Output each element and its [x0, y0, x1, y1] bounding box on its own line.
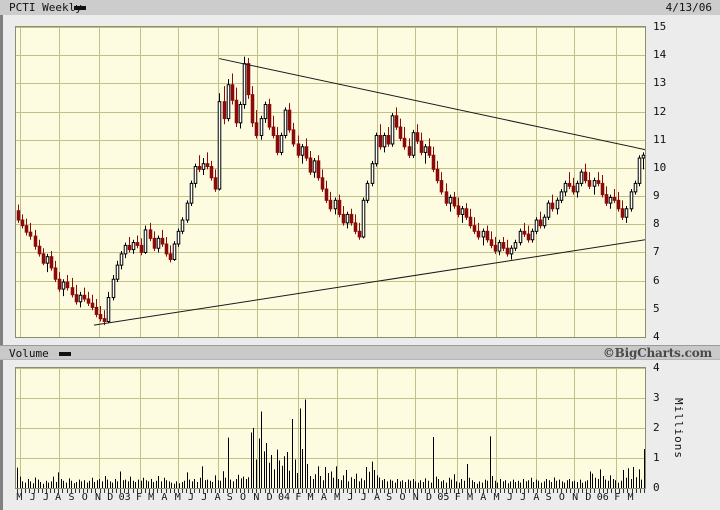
price-y-tick-4: 4 [653, 330, 660, 343]
price-y-tick-10: 10 [653, 160, 667, 174]
x-tick-label: D [107, 492, 114, 503]
x-tick-label: M [334, 492, 341, 503]
x-tick-label: A [161, 492, 168, 503]
x-tick-label: A [214, 492, 221, 503]
price-y-tick-7: 7 [653, 245, 660, 259]
price-y-tick-13: 13 [653, 76, 667, 90]
quote-date-label: 4/13/06 [665, 1, 712, 14]
x-tick-label: F [295, 492, 302, 503]
volume-plot-area[interactable] [15, 367, 646, 489]
x-tick-label: O [240, 492, 247, 503]
volume-y-tick-4: 4 [653, 361, 660, 374]
x-tick-label: N [253, 492, 260, 503]
x-tick-label: O [558, 492, 565, 503]
x-tick-label: J [360, 492, 367, 503]
x-tick-label: N [95, 492, 102, 503]
volume-bars-svg [16, 368, 645, 488]
x-tick-label: M [16, 492, 23, 503]
x-tick-label: J [188, 492, 195, 503]
x-tick-label: D [426, 492, 433, 503]
x-tick-label: 04 [277, 492, 291, 503]
x-tick-label: 03 [118, 492, 131, 503]
price-y-tick-15: 15 [653, 20, 667, 33]
x-axis-ticks [17, 489, 645, 493]
price-line-swatch-icon [74, 6, 86, 10]
x-tick-label: M [148, 492, 155, 503]
x-tick-label: A [320, 492, 327, 503]
price-y-tick-9: 9 [653, 189, 660, 203]
x-tick-label: A [373, 492, 380, 503]
x-tick-label: M [307, 492, 314, 503]
x-tick-label: J [42, 492, 49, 503]
price-y-tick-12: 12 [653, 104, 667, 118]
price-plot-area[interactable] [15, 26, 646, 338]
volume-y-tick-1: 1 [653, 451, 660, 464]
x-tick-label: O [81, 492, 88, 503]
x-tick-label: M [627, 492, 634, 503]
x-tick-label: J [29, 492, 36, 503]
x-tick-label: S [68, 492, 75, 503]
x-tick-label: A [480, 492, 487, 503]
x-tick-label: 05 [437, 492, 450, 503]
chart-title-bar: PCTI Weekly 4/13/06 [0, 0, 720, 15]
x-tick-label: F [135, 492, 142, 503]
volume-y-tick-2: 2 [653, 421, 660, 434]
x-tick-label: 06 [596, 492, 609, 503]
volume-y-tick-0: 0 [653, 481, 660, 494]
x-tick-label: J [520, 492, 527, 503]
x-tick-label: N [412, 492, 419, 503]
volume-title-bar: Volume ©BigCharts.com [0, 345, 720, 360]
x-tick-label: J [347, 492, 354, 503]
price-y-tick-6: 6 [653, 273, 660, 287]
volume-y-tick-3: 3 [653, 391, 660, 404]
x-tick-label: A [55, 492, 62, 503]
x-tick-label: F [614, 492, 621, 503]
x-tick-label: O [399, 492, 406, 503]
symbol-period-label: PCTI Weekly [9, 1, 82, 14]
x-tick-label: F [454, 492, 461, 503]
x-tick-label: D [266, 492, 273, 503]
x-tick-label: D [585, 492, 592, 503]
price-y-tick-8: 8 [653, 217, 660, 231]
volume-label: Volume [9, 347, 49, 360]
price-candlestick-svg [16, 27, 645, 337]
volume-line-swatch-icon [59, 352, 71, 356]
x-tick-label: A [533, 492, 540, 503]
x-tick-label: J [201, 492, 208, 503]
x-tick-label: M [174, 492, 181, 503]
x-tick-label: S [545, 492, 552, 503]
x-tick-label: M [466, 492, 473, 503]
x-tick-label: N [572, 492, 579, 503]
x-tick-label: S [226, 492, 233, 503]
x-tick-label: M [493, 492, 500, 503]
x-tick-label: S [386, 492, 393, 503]
volume-units-label: Millions [672, 398, 685, 459]
price-y-tick-11: 11 [653, 132, 667, 146]
x-tick-label: J [506, 492, 513, 503]
price-y-tick-5: 5 [653, 301, 660, 315]
price-y-tick-14: 14 [653, 48, 667, 62]
bigcharts-brand-label: ©BigCharts.com [602, 346, 712, 360]
